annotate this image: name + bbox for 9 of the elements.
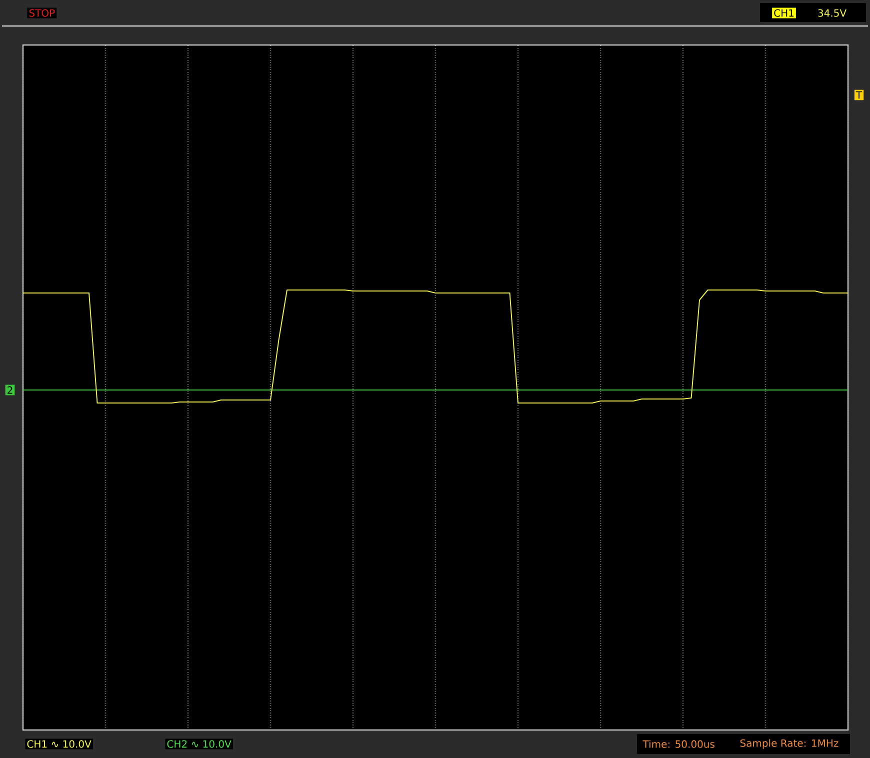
text: 2 xyxy=(8,386,12,394)
text: T xyxy=(856,91,862,99)
text: 34.5V xyxy=(818,9,846,17)
text: CH2 ∿ 10.0V xyxy=(167,740,232,748)
text: CH1 xyxy=(774,9,794,17)
text: Sample Rate: 1MHz xyxy=(740,739,838,749)
text: STOP xyxy=(29,9,55,17)
text: Time: 50.00us xyxy=(642,740,714,748)
text: CH1 ∿ 10.0V xyxy=(27,740,92,748)
